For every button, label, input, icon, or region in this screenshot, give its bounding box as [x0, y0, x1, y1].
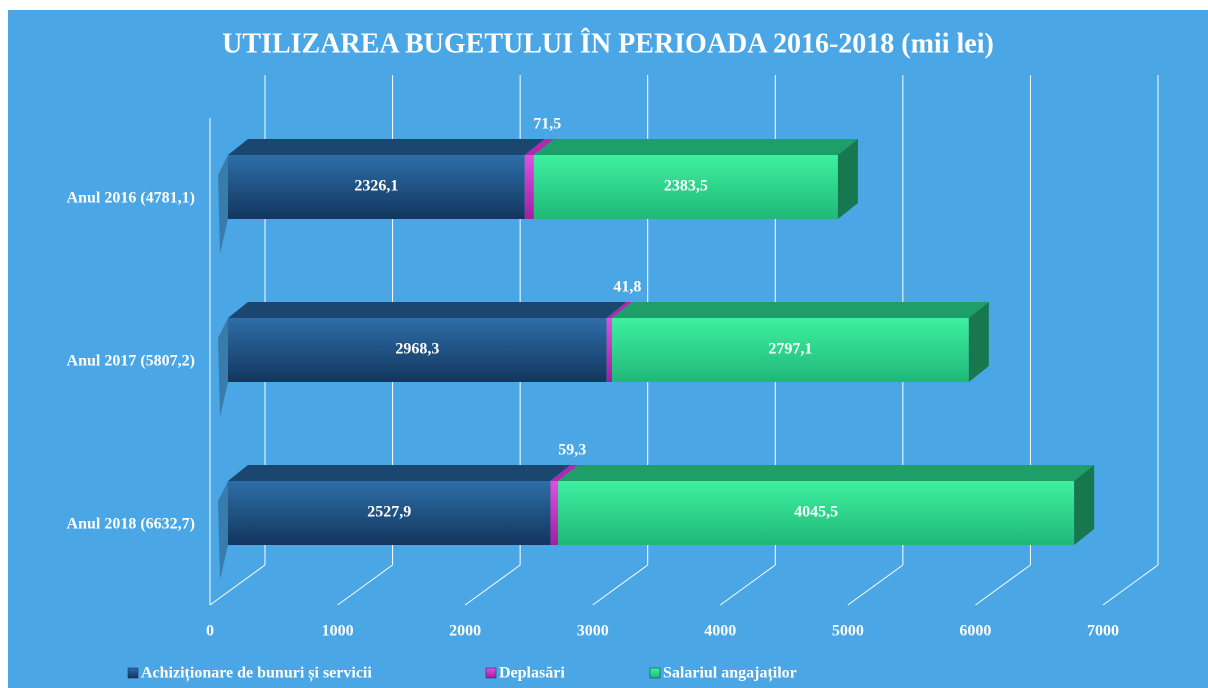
bar	[228, 481, 551, 545]
x-tick-label: 7000	[1087, 623, 1119, 640]
legend-label: Achiziționare de bunuri și servicii	[141, 665, 372, 683]
data-label: 71,5	[533, 116, 561, 133]
data-label: 2527,9	[367, 504, 411, 521]
grid-line	[592, 564, 649, 606]
grid-line	[975, 564, 1031, 606]
bar-top	[612, 302, 989, 318]
bar	[550, 481, 559, 545]
data-label: 41,8	[613, 279, 641, 296]
chart-title: UTILIZAREA BUGETULUI ÎN PERIOADA 2016-20…	[222, 28, 994, 59]
bar	[606, 318, 613, 382]
bar-top	[558, 465, 1095, 481]
bar-top	[550, 465, 579, 481]
bar	[558, 481, 1075, 545]
legend-swatch	[649, 667, 661, 679]
bar-top	[606, 302, 633, 318]
category-label: Anul 2018 (6632,7)	[67, 516, 195, 533]
x-tick-label: 1000	[322, 623, 354, 640]
bar	[228, 155, 525, 219]
legend-label: Deplasări	[499, 665, 565, 682]
data-label: 2797,1	[768, 341, 812, 358]
bar-side	[968, 302, 989, 382]
data-label: 2968,3	[395, 341, 439, 358]
x-tick-label: 2000	[449, 623, 481, 640]
grid-line	[337, 564, 393, 606]
category-label: Anul 2016 (4781,1)	[67, 190, 195, 207]
bar-side	[1074, 465, 1095, 545]
x-tick-label: 0	[206, 623, 214, 640]
bar-top	[228, 139, 545, 155]
bar-top	[228, 302, 627, 318]
grid-line	[464, 564, 521, 606]
bar	[524, 155, 534, 219]
bar-shadow	[218, 481, 228, 580]
bar	[228, 318, 607, 382]
bar-top	[533, 139, 858, 155]
grid-line	[1102, 564, 1159, 606]
bar-top	[228, 465, 571, 481]
x-tick-label: 6000	[959, 623, 991, 640]
bar	[533, 155, 838, 219]
data-label: 59,3	[558, 442, 586, 459]
x-tick-label: 4000	[704, 623, 736, 640]
bar	[612, 318, 969, 382]
grid-line	[719, 564, 776, 606]
legend-swatch	[485, 667, 497, 679]
data-label: 4045,5	[794, 504, 838, 521]
bar-shadow	[218, 318, 228, 417]
bar-top	[524, 139, 554, 155]
bar-side	[837, 139, 858, 219]
data-label: 2326,1	[354, 178, 398, 195]
category-label: Anul 2017 (5807,2)	[67, 353, 195, 370]
legend-label: Salariul angajaților	[663, 665, 797, 683]
x-tick-label: 3000	[577, 623, 609, 640]
grid-line	[847, 564, 904, 606]
bar-shadow	[218, 155, 228, 254]
legend-swatch	[127, 667, 139, 679]
data-label: 2383,5	[664, 178, 708, 195]
x-tick-label: 5000	[832, 623, 864, 640]
grid-line	[209, 564, 266, 606]
